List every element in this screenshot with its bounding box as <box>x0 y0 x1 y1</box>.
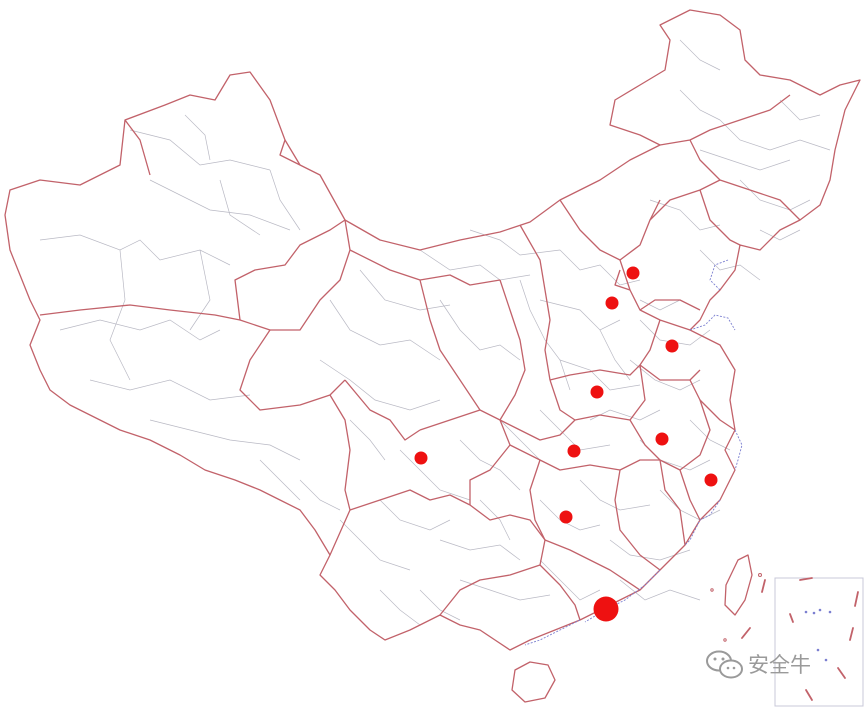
marker-6 <box>567 444 581 458</box>
wechat-icon <box>706 650 743 679</box>
markers-layer <box>414 266 718 622</box>
hainan-island <box>511 661 556 703</box>
prefecture-borders <box>39 39 831 626</box>
province-borders <box>4 9 861 651</box>
marker-4 <box>590 385 604 399</box>
marker-8 <box>704 473 718 487</box>
marker-9 <box>559 510 573 524</box>
marker-10 <box>593 596 619 622</box>
marker-5 <box>655 432 669 446</box>
small-islands <box>710 573 762 642</box>
marker-7 <box>414 451 428 465</box>
south-china-sea-inset <box>741 577 864 707</box>
marker-3 <box>665 339 679 353</box>
watermark-text: 安全牛 <box>748 653 811 677</box>
coastline <box>524 259 743 646</box>
marker-1 <box>626 266 640 280</box>
taiwan-island <box>724 554 753 616</box>
watermark: 安全牛 <box>706 650 811 679</box>
marker-2 <box>605 296 619 310</box>
